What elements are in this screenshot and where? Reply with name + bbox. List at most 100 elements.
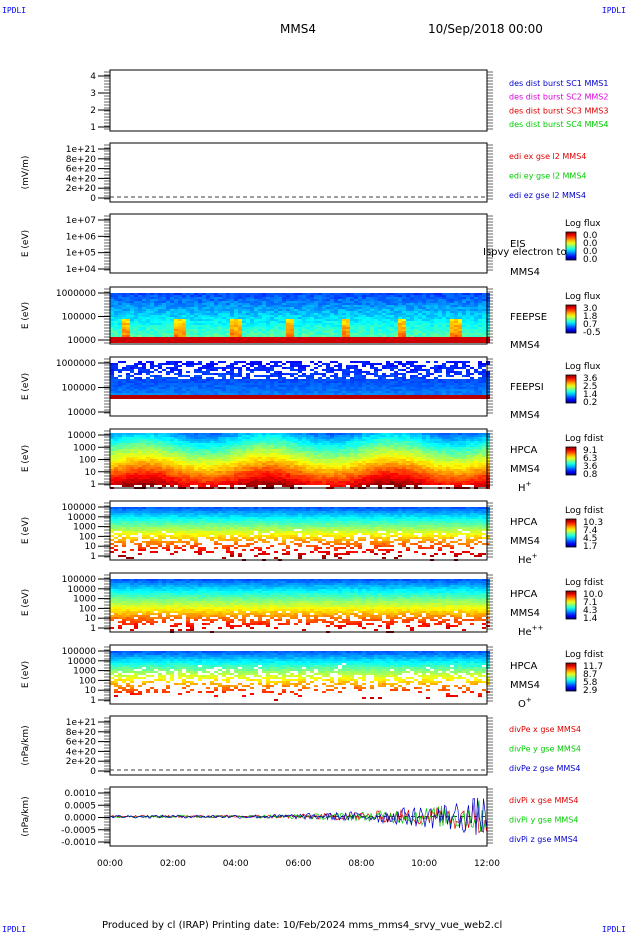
hpca_he2-panel-colorbar-title: Log fdist	[565, 578, 604, 588]
divpe-panel-ytick-label: 4e+20	[66, 747, 97, 757]
hpca_he1-panel-colorbar-tick: 1.7	[583, 542, 597, 552]
hpca_he1-panel-ytick-label: 100000	[62, 503, 97, 513]
hpca_he2-panel-ytick-label: 10000	[67, 585, 96, 595]
divpe-panel-ytick-label: 2e+20	[66, 757, 97, 767]
edi-panel-ytick-label: 4e+20	[66, 174, 97, 184]
divpe-panel-ylabel: (nPa/km)	[21, 725, 31, 765]
hpca_he1-panel-ytick-label: 1000	[73, 523, 96, 533]
edi-panel-legend-entry: edi ez gse l2 MMS4	[509, 191, 586, 200]
time-axis-tick-label: 06:00	[286, 859, 312, 869]
hpca_o-panel-colorbar	[565, 662, 577, 692]
hpca_he1-panel-colorbar-tick: 7.4	[583, 526, 598, 536]
time-axis-tick-label: 04:00	[223, 859, 249, 869]
hpca_he2-panel-instrument-label: HPCA	[510, 589, 538, 600]
hpca_o-panel-ytick-label: 10	[85, 686, 97, 696]
eis-panel-colorbar-tick: 0.0	[583, 239, 598, 249]
hpca_he2-panel-frame	[109, 572, 488, 633]
eis-panel-ytick-label: 1e+07	[66, 216, 96, 226]
divpi-panel-legend-entry: divPi x gse MMS4	[509, 796, 578, 805]
hpca_he1-panel-spectrogram	[110, 507, 490, 561]
hpca_he1-panel-ytick-label: 10000	[67, 513, 96, 523]
feepse-panel-spectrogram	[110, 293, 490, 343]
edi-panel-frame	[109, 142, 488, 203]
burst-panel-ytick-label: 3	[90, 89, 96, 99]
divpi-panel-minor-ticks	[104, 788, 493, 844]
feepse-panel-spacecraft-label: MMS4	[510, 340, 540, 351]
hpca_he2-panel-ytick-label: 1	[90, 624, 96, 634]
feepse-panel-ytick-label: 1000000	[56, 289, 96, 299]
feepsi-panel-ylabel: E (eV)	[21, 373, 31, 400]
feepsi-panel-ytick-label: 100000	[62, 384, 97, 394]
hpca_h-panel-ytick-label: 1	[90, 480, 96, 490]
edi-panel-ytick-label: 6e+20	[66, 165, 97, 175]
hpca_he2-panel-species-label: He++	[518, 624, 544, 638]
hpca_he1-panel-minor-ticks	[104, 502, 493, 558]
hpca_o-panel-colorbar-tick: 2.9	[583, 686, 598, 696]
hpca_o-panel-ytick-label: 100	[79, 676, 96, 686]
hpca_he2-panel-colorbar-tick: 7.1	[583, 598, 597, 608]
divpe-panel-legend-entry: divPe x gse MMS4	[509, 725, 581, 734]
edi-panel-ylabel: (mV/m)	[21, 156, 31, 190]
edi-panel-ytick-label: 1e+21	[66, 145, 96, 155]
eis-panel-note-label: Ispvy electron to	[483, 247, 567, 258]
hpca_he2-panel-spacecraft-label: MMS4	[510, 608, 540, 619]
corner-tag-top-right: IPDLI	[601, 6, 626, 15]
burst-panel-ytick-label: 4	[90, 72, 96, 82]
hpca_h-panel-spectrogram	[110, 433, 490, 489]
hpca_o-panel-colorbar-tick: 11.7	[583, 662, 603, 672]
edi-panel-legend-entry: edi ey gse l2 MMS4	[509, 172, 587, 181]
hpca_he2-panel-ytick-label: 1000	[73, 595, 96, 605]
feepsi-panel-frame	[109, 356, 488, 417]
divpe-panel-ytick-label: 6e+20	[66, 738, 97, 748]
edi-panel-ytick-label: 2e+20	[66, 184, 97, 194]
hpca_he2-panel-ytick-label: 100000	[62, 575, 97, 585]
hpca_o-panel-ytick-label: 100000	[62, 647, 97, 657]
feepsi-panel-colorbar-tick: 1.4	[583, 390, 598, 400]
divpe-panel-minor-ticks	[104, 717, 493, 773]
hpca_he1-panel-colorbar-tick: 4.5	[583, 534, 597, 544]
eis-panel-colorbar	[565, 231, 577, 261]
feepse-panel-colorbar-title: Log flux	[565, 292, 601, 302]
eis-panel-ylabel: E (eV)	[21, 230, 31, 257]
corner-tag-bottom-left: IPDLI	[2, 925, 27, 934]
feepsi-panel-ytick-label: 10000	[67, 408, 96, 418]
divpe-panel-frame	[109, 715, 488, 776]
feepsi-panel-colorbar	[565, 374, 577, 404]
divpi-panel-ytick-label: -0.0005	[61, 826, 96, 836]
eis-panel-colorbar-tick: 0.0	[583, 231, 598, 241]
feepse-panel-ytick-label: 100000	[62, 313, 97, 323]
feepsi-panel-spacecraft-label: MMS4	[510, 410, 540, 421]
time-axis-tick-label: 00:00	[97, 859, 123, 869]
feepse-panel-ytick-label: 10000	[67, 336, 96, 346]
hpca_o-panel-ylabel: E (eV)	[21, 661, 31, 688]
divpi-panel-ytick-label: 0.0000	[65, 814, 97, 824]
hpca_he1-panel-species-label: He+	[518, 552, 538, 566]
hpca_he1-panel-colorbar-tick: 10.3	[583, 518, 603, 528]
hpca_he2-panel-colorbar-tick: 4.3	[583, 606, 597, 616]
footer-credit: Produced by cl (IRAP) Printing date: 10/…	[102, 920, 503, 931]
hpca_h-panel-ytick-label: 10	[85, 468, 97, 478]
eis-panel-colorbar-title: Log flux	[565, 219, 601, 229]
feepse-panel-colorbar-tick: 3.0	[583, 304, 598, 314]
eis-panel-ytick-label: 1e+06	[66, 232, 97, 242]
hpca_o-panel-colorbar-tick: 5.8	[583, 678, 598, 688]
hpca_he1-panel-ylabel: E (eV)	[21, 517, 31, 544]
eis-panel-frame	[109, 213, 488, 274]
corner-tag-bottom-right: IPDLI	[601, 925, 626, 934]
feepsi-panel-ytick-label: 1000000	[56, 359, 96, 369]
time-axis-tick-label: 12:00	[474, 859, 500, 869]
hpca_he1-panel-colorbar	[565, 518, 577, 548]
feepsi-panel-instrument-label: FEEPSI	[510, 382, 544, 393]
hpca_h-panel-colorbar-tick: 9.1	[583, 446, 597, 456]
hpca_o-panel-ytick-label: 10000	[67, 657, 96, 667]
eis-panel-spacecraft-label: MMS4	[510, 267, 540, 278]
burst-panel-legend-entry: des dist burst SC4 MMS4	[509, 120, 608, 129]
burst-panel-frame	[109, 69, 488, 132]
edi-panel-minor-ticks	[104, 144, 493, 200]
hpca_o-panel-colorbar-tick: 8.7	[583, 670, 597, 680]
feepse-panel-ylabel: E (eV)	[21, 302, 31, 329]
hpca_h-panel-colorbar-tick: 6.3	[583, 454, 597, 464]
hpca_he1-panel-ytick-label: 10	[85, 542, 97, 552]
time-axis-tick-label: 08:00	[348, 859, 374, 869]
